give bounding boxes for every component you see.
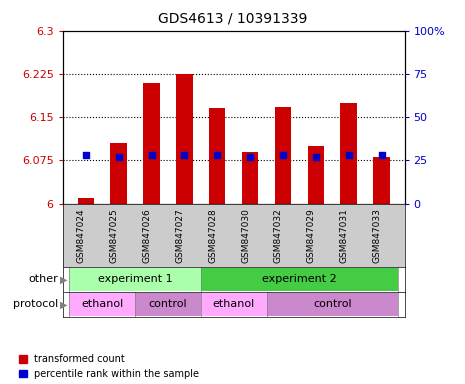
Bar [176, 74, 193, 204]
Text: GDS4613 / 10391339: GDS4613 / 10391339 [158, 12, 307, 25]
Point [82, 152, 89, 158]
Text: experiment 2: experiment 2 [262, 274, 337, 285]
Bar [242, 152, 259, 204]
Bar [110, 143, 127, 204]
Bar [373, 157, 390, 204]
Text: control: control [149, 299, 187, 310]
Text: protocol: protocol [13, 299, 58, 310]
Text: GSM847030: GSM847030 [241, 209, 250, 263]
Text: ▶: ▶ [60, 299, 68, 310]
Text: ▶: ▶ [60, 274, 68, 285]
Legend: transformed count, percentile rank within the sample: transformed count, percentile rank withi… [19, 354, 199, 379]
Bar [209, 108, 226, 204]
Text: experiment 1: experiment 1 [98, 274, 173, 285]
Text: GSM847027: GSM847027 [175, 209, 184, 263]
Point [312, 154, 319, 160]
Text: GSM847025: GSM847025 [110, 209, 119, 263]
Point [115, 154, 122, 160]
Point [213, 152, 221, 158]
Text: ethanol: ethanol [213, 299, 255, 310]
Text: GSM847026: GSM847026 [142, 209, 152, 263]
Text: GSM847033: GSM847033 [372, 209, 382, 263]
Text: GSM847032: GSM847032 [274, 209, 283, 263]
Point [246, 154, 254, 160]
Text: GSM847031: GSM847031 [340, 209, 349, 263]
Text: control: control [313, 299, 352, 310]
Bar [69, 293, 135, 316]
Point [378, 152, 385, 158]
Bar [275, 108, 291, 204]
Bar [135, 293, 201, 316]
Text: GSM847028: GSM847028 [208, 209, 217, 263]
Point [345, 152, 352, 158]
Bar [69, 268, 201, 291]
Bar [201, 293, 266, 316]
Point [148, 152, 155, 158]
Text: ethanol: ethanol [81, 299, 123, 310]
Bar [201, 268, 398, 291]
Point [279, 152, 287, 158]
Point [180, 152, 188, 158]
Bar [143, 83, 159, 204]
Bar [340, 103, 357, 204]
Text: GSM847029: GSM847029 [307, 209, 316, 263]
Bar [308, 146, 324, 204]
Text: other: other [28, 274, 58, 285]
Bar [266, 293, 398, 316]
Bar [78, 198, 94, 204]
Text: GSM847024: GSM847024 [77, 209, 86, 263]
